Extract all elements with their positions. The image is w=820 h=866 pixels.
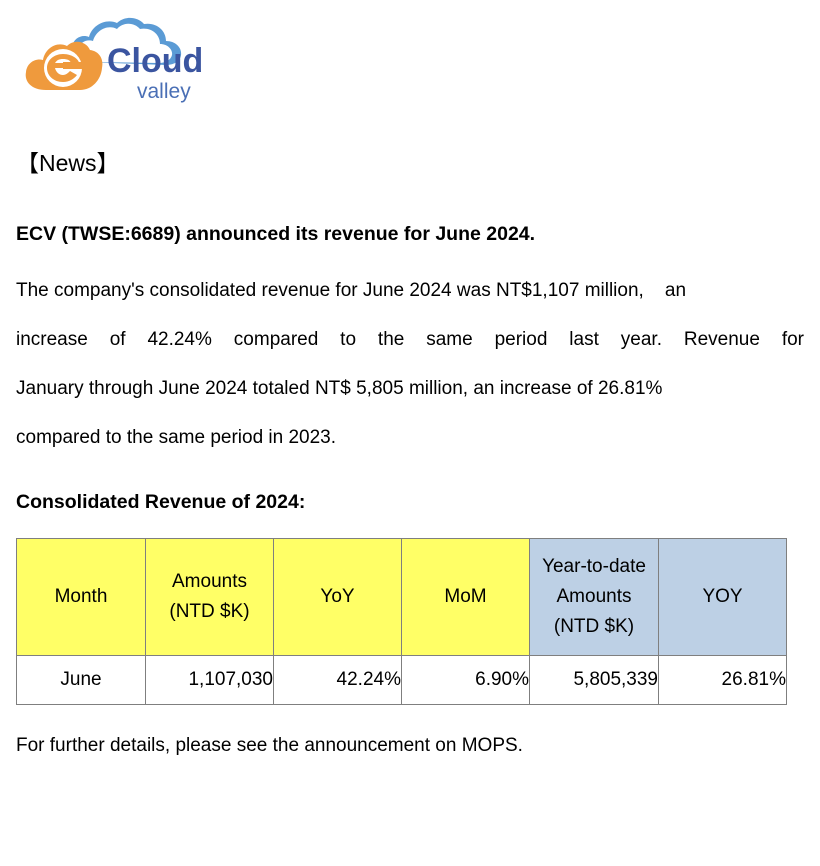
cell-ytd-yoy: 26.81% — [658, 655, 787, 705]
table-row: June 1,107,030 42.24% 6.90% 5,805,339 26… — [16, 655, 787, 705]
paragraph-line-3: January through June 2024 totaled NT$ 5,… — [16, 378, 663, 399]
table-header-row: Month Amounts (NTD $K) YoY MoM Year-to-d… — [16, 538, 787, 656]
header-line: Year-to-date — [542, 556, 646, 577]
cell-yoy: 42.24% — [273, 655, 402, 705]
ecloudvalley-logo: Cloud valley — [16, 10, 216, 106]
header-line: (NTD $K) — [553, 616, 635, 637]
announcement-paragraph: The company's consolidated revenue for J… — [16, 266, 804, 462]
column-header-month: Month — [16, 538, 146, 656]
column-header-ytd-yoy: YOY — [658, 538, 787, 656]
column-header-amounts: Amounts (NTD $K) — [145, 538, 274, 656]
page-title: ECV (TWSE:6689) announced its revenue fo… — [16, 223, 536, 245]
orange-cloud-e-icon — [25, 41, 103, 90]
logo-graphic: Cloud valley — [25, 17, 203, 103]
column-header-ytd-amounts: Year-to-date Amounts (NTD $K) — [529, 538, 659, 656]
column-header-mom: MoM — [401, 538, 530, 656]
table-caption: Consolidated Revenue of 2024: — [16, 491, 306, 513]
header-line: Month — [54, 586, 108, 607]
header-line: (NTD $K) — [169, 601, 250, 622]
cell-ytd-amounts: 5,805,339 — [529, 655, 659, 705]
paragraph-line-1: The company's consolidated revenue for J… — [16, 280, 687, 301]
cell-mom: 6.90% — [401, 655, 530, 705]
logo-sub-wordmark: valley — [137, 80, 191, 103]
news-tag: 【News】 — [16, 150, 120, 176]
column-header-yoy: YoY — [273, 538, 402, 656]
table-header: Month Amounts (NTD $K) YoY MoM Year-to-d… — [16, 538, 787, 656]
footer-note: For further details, please see the anno… — [16, 735, 523, 756]
table-body: June 1,107,030 42.24% 6.90% 5,805,339 26… — [16, 655, 787, 705]
header-line: YoY — [320, 586, 355, 607]
header-line: Amounts — [172, 571, 247, 592]
cell-amounts: 1,107,030 — [145, 655, 274, 705]
header-line: MoM — [444, 586, 487, 607]
header-line: Amounts — [556, 586, 632, 607]
paragraph-line-4: compared to the same period in 2023. — [16, 427, 337, 448]
header-line: YOY — [702, 586, 743, 607]
cell-month: June — [16, 655, 146, 705]
logo-wordmark: Cloud — [107, 42, 203, 80]
consolidated-revenue-table: Month Amounts (NTD $K) YoY MoM Year-to-d… — [16, 538, 787, 705]
blue-cloud-icon — [70, 17, 182, 66]
paragraph-line-2: increase of 42.24% compared to the same … — [16, 329, 804, 350]
news-release-page: Cloud valley 【News】 ECV (TWSE:6689) anno… — [0, 10, 820, 866]
